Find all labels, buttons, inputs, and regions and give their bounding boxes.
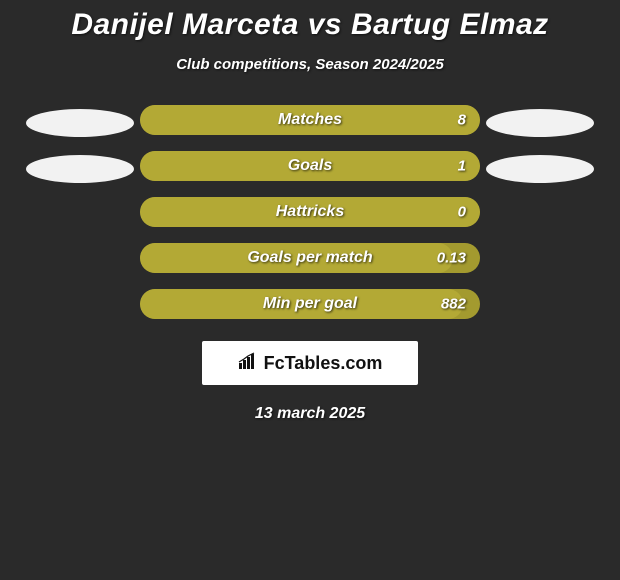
stat-bar-label: Matches: [140, 111, 480, 129]
stat-bar-value: 1: [458, 158, 466, 175]
stat-bar: Goals1: [140, 151, 480, 181]
player-oval-right: [486, 155, 594, 183]
left-player-col: [20, 105, 140, 201]
player-oval-left: [26, 155, 134, 183]
stat-bar: Matches8: [140, 105, 480, 135]
stats-area: Matches8Goals1Hattricks0Goals per match0…: [0, 105, 620, 335]
stat-bar: Min per goal882: [140, 289, 480, 319]
stat-bar-label: Goals per match: [140, 249, 480, 267]
stat-bars-col: Matches8Goals1Hattricks0Goals per match0…: [140, 105, 480, 335]
stat-bar-value: 0.13: [437, 250, 466, 267]
branding-text: FcTables.com: [238, 352, 383, 375]
stat-bar-value: 8: [458, 112, 466, 129]
stat-bar-label: Min per goal: [140, 295, 480, 313]
branding-label: FcTables.com: [264, 353, 383, 374]
player1-name: Danijel Marceta: [71, 8, 299, 41]
stat-bar: Hattricks0: [140, 197, 480, 227]
player-oval-right: [486, 109, 594, 137]
stat-bar-label: Goals: [140, 157, 480, 175]
vs-text: vs: [308, 8, 342, 41]
stat-bar-value: 882: [441, 296, 466, 313]
date-text: 13 march 2025: [255, 405, 365, 423]
player2-name: Bartug Elmaz: [351, 8, 549, 41]
branding-badge[interactable]: FcTables.com: [202, 341, 418, 385]
stat-bar-label: Hattricks: [140, 203, 480, 221]
player-oval-left: [26, 109, 134, 137]
bar-chart-icon: [238, 352, 260, 375]
subtitle: Club competitions, Season 2024/2025: [176, 56, 444, 73]
stat-bar-value: 0: [458, 204, 466, 221]
stat-bar: Goals per match0.13: [140, 243, 480, 273]
right-player-col: [480, 105, 600, 201]
page-title: Danijel Marceta vs Bartug Elmaz: [71, 8, 548, 42]
